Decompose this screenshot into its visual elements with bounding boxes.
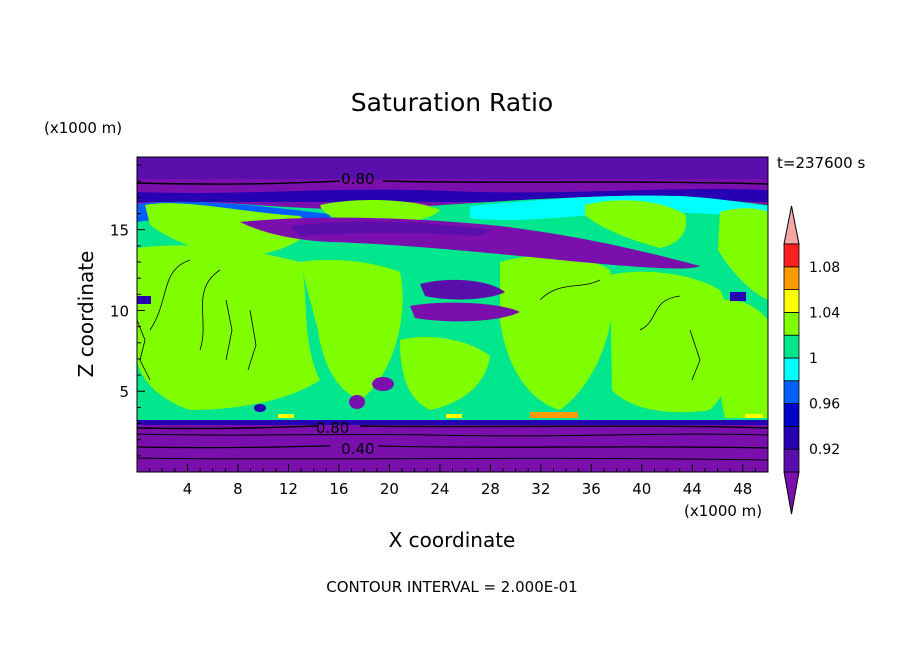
x-tick-label: 4: [183, 480, 193, 498]
x-tick-label: 36: [582, 480, 601, 498]
colorbar-swatch: [783, 380, 800, 404]
colorbar-swatch: [783, 289, 800, 313]
colorbar-tick-label: 1.04: [809, 305, 840, 321]
colorbar-tick-label: 0.92: [809, 442, 840, 458]
colorbar: 0.92 0.96 1 1.04 1.08: [783, 205, 840, 515]
x-tick-label: 16: [329, 480, 348, 498]
contour-label: 0.80: [341, 170, 374, 188]
colorbar-over-arrow: [783, 205, 800, 245]
colorbar-swatch: [783, 425, 800, 450]
x-tick-label: 8: [233, 480, 243, 498]
contour-label: 0.80: [316, 419, 349, 437]
colorbar-tick-label: 1.08: [809, 260, 840, 276]
contour-label: 0.40: [341, 440, 374, 458]
x-tick-label: 40: [632, 480, 651, 498]
x-tick-label: 20: [380, 480, 399, 498]
x-axis-label: X coordinate: [388, 528, 516, 552]
colorbar-swatch: [783, 311, 800, 336]
x-axis-unit: (x1000 m): [684, 502, 763, 520]
colorbar-swatch: [783, 357, 800, 382]
x-tick-label: 48: [733, 480, 752, 498]
colorbar-swatch: [783, 448, 800, 473]
y-tick-label: 5: [119, 383, 129, 401]
saturation-field: [137, 157, 768, 472]
y-tick-label: 15: [110, 222, 129, 240]
colorbar-tick-label: 0.96: [809, 397, 840, 413]
contour-labels: 0.80 0.80 0.40: [316, 170, 375, 458]
y-axis-unit: (x1000 m): [44, 119, 123, 137]
x-tick-label: 44: [683, 480, 702, 498]
x-tick-label: 24: [430, 480, 449, 498]
y-axis-ticks: 5 10 15: [110, 164, 145, 457]
time-label: t=237600 s: [777, 154, 866, 172]
chart-title: Saturation Ratio: [350, 88, 554, 117]
x-tick-label: 28: [481, 480, 500, 498]
x-tick-label: 32: [531, 480, 550, 498]
colorbar-swatch: [783, 243, 800, 268]
colorbar-swatch: [783, 403, 800, 427]
colorbar-swatch: [783, 266, 800, 290]
x-axis-ticks: 4 8 12 16 20 24 28 32 36 40 44 48: [149, 464, 756, 498]
x-tick-label: 12: [279, 480, 298, 498]
contour-interval-note: CONTOUR INTERVAL = 2.000E-01: [326, 578, 578, 596]
y-tick-label: 10: [110, 302, 129, 320]
colorbar-under-arrow: [783, 471, 800, 515]
colorbar-swatch: [783, 334, 800, 359]
colorbar-tick-label: 1: [809, 351, 818, 367]
